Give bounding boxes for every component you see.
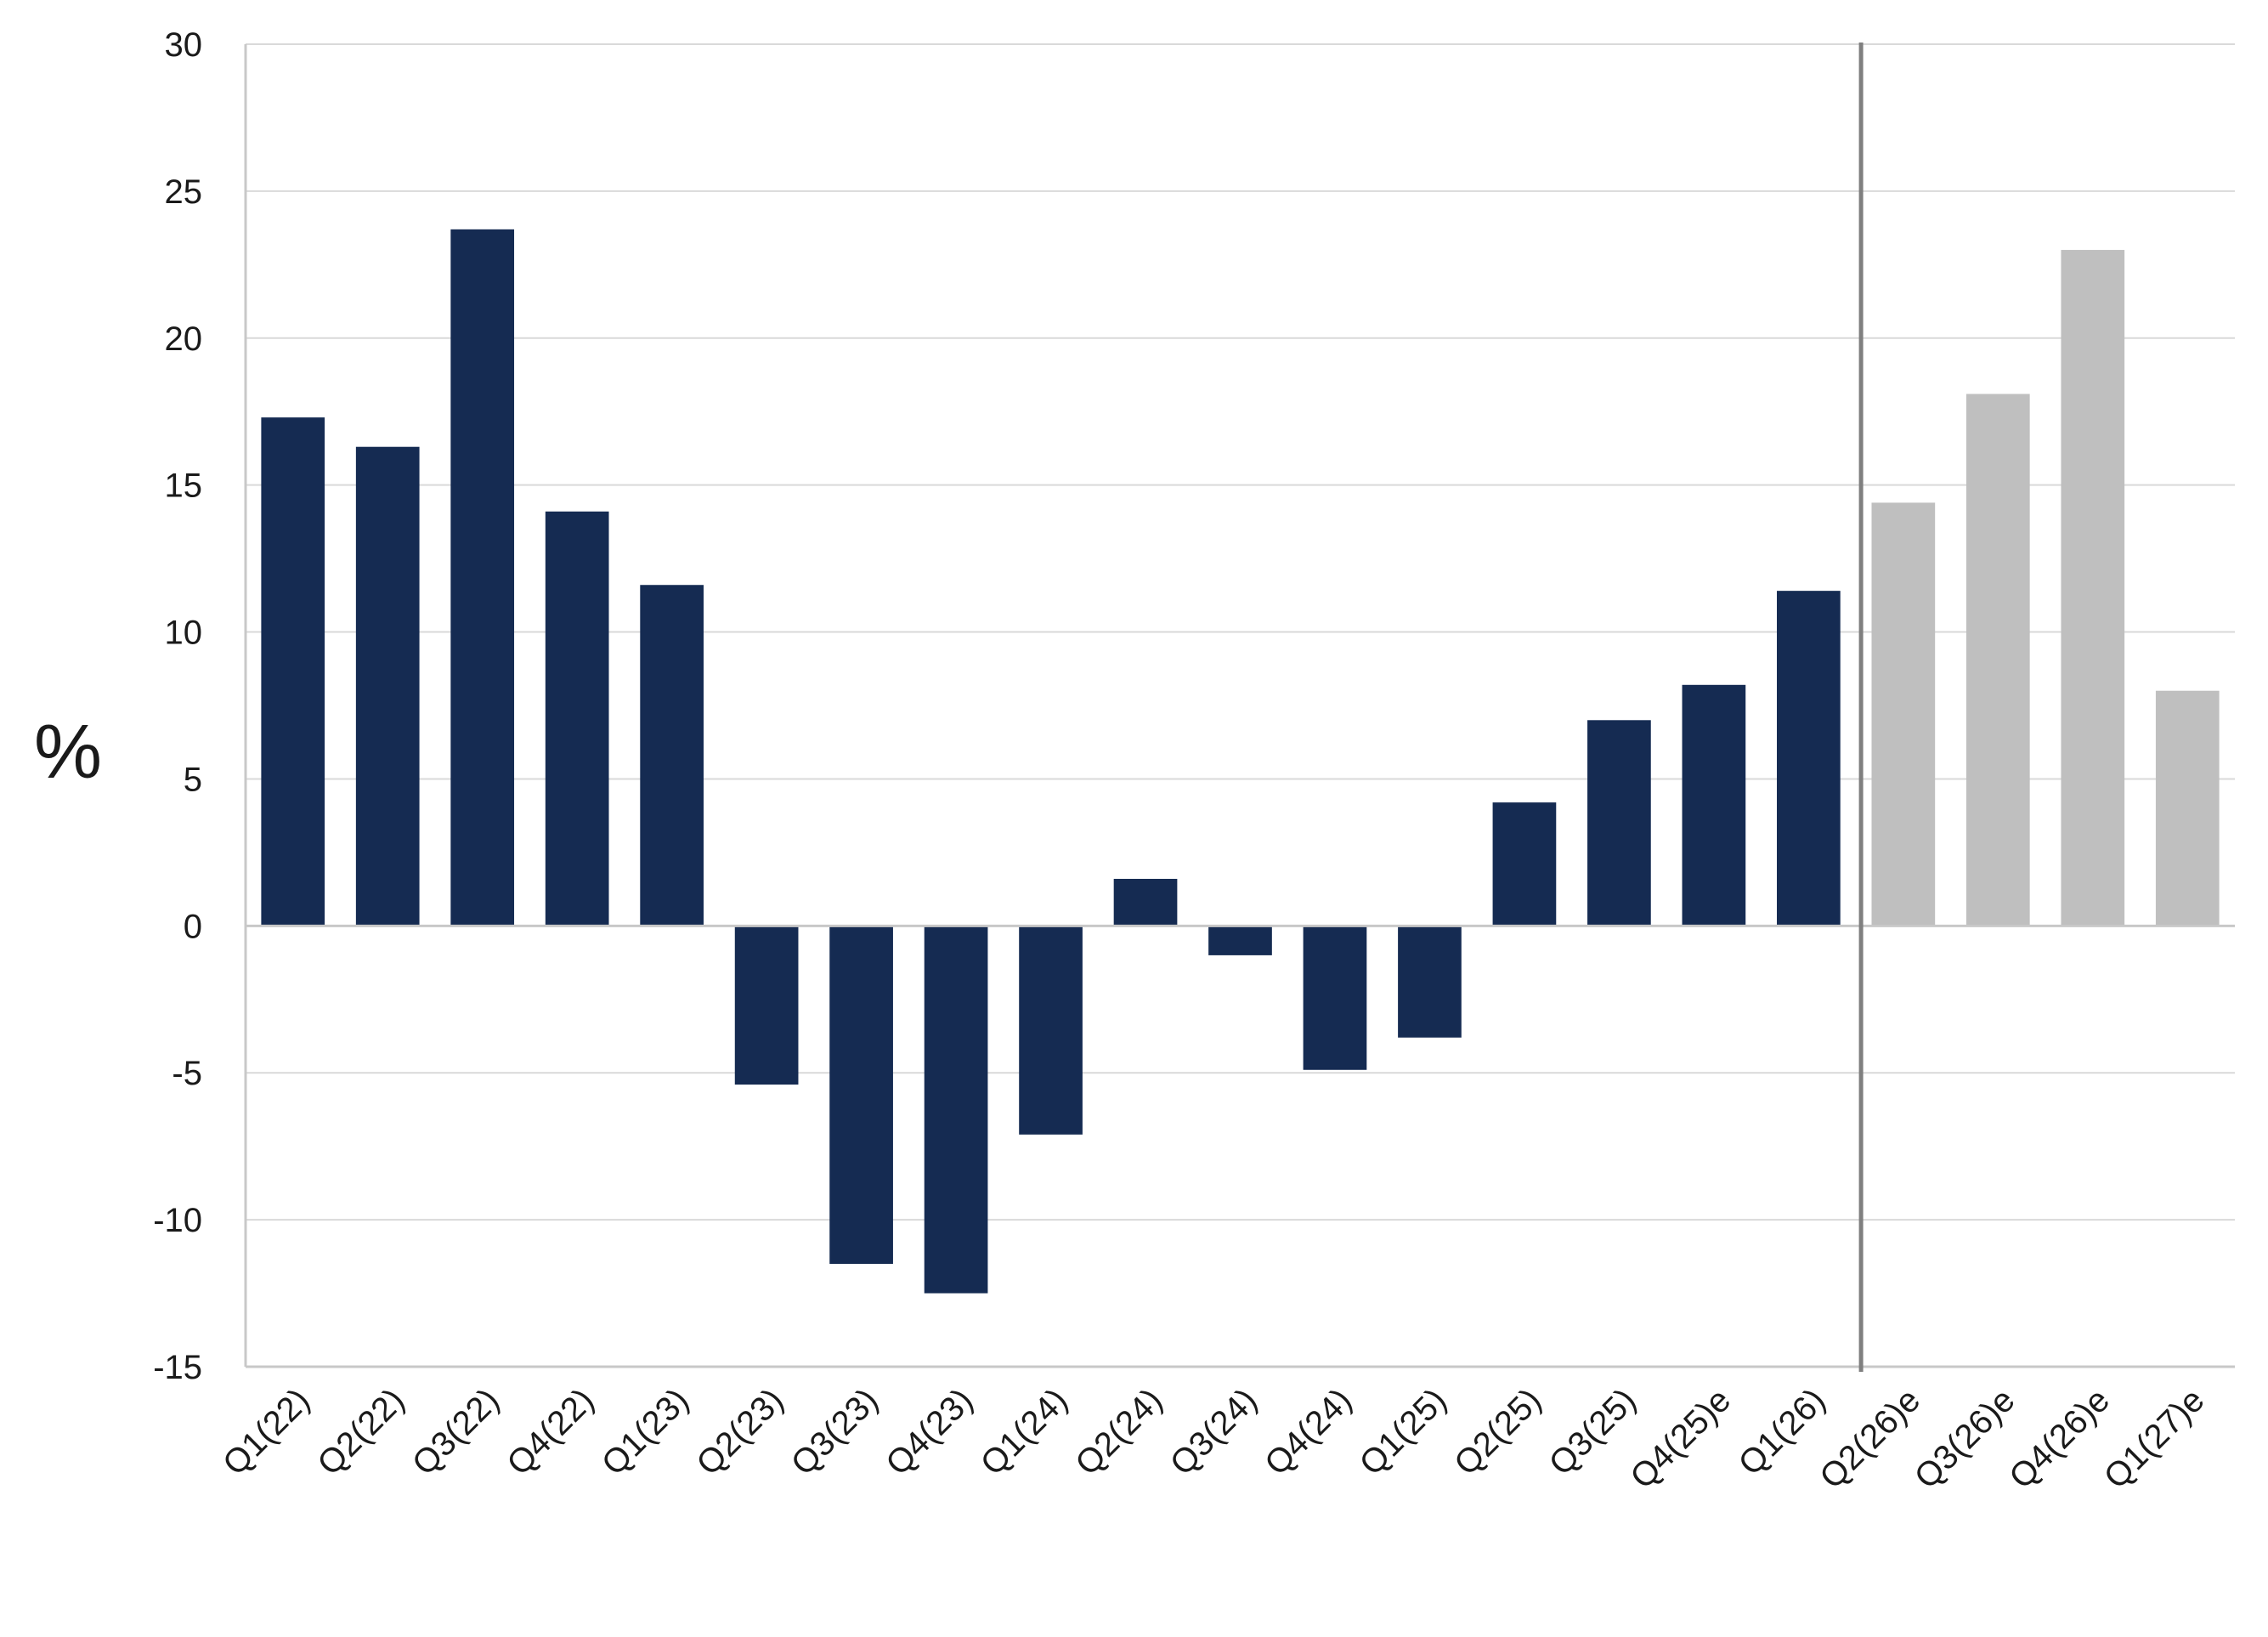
bar-q425e xyxy=(1682,684,1746,926)
bar-q424 xyxy=(1303,926,1367,1070)
axes xyxy=(244,42,2235,1372)
bar-q322 xyxy=(450,229,515,926)
y-tick-label: -5 xyxy=(172,1055,202,1092)
x-tick-label: Q1(24) xyxy=(974,1381,1075,1482)
bar-q324 xyxy=(1208,926,1272,955)
bar-q126 xyxy=(1777,591,1841,926)
bar-q225 xyxy=(1492,802,1557,926)
bars xyxy=(261,229,2220,1294)
bar-q326e xyxy=(1965,394,2030,926)
x-tick-labels: Q1(22)Q2(22)Q3(22)Q4(22)Q1(23)Q2(23)Q3(2… xyxy=(216,1381,2212,1496)
bar-q224 xyxy=(1113,879,1178,926)
gridlines xyxy=(246,43,2235,1221)
y-tick-label: 25 xyxy=(165,173,203,211)
bar-q124 xyxy=(1019,926,1083,1135)
x-tick-label: Q4(22) xyxy=(500,1381,601,1482)
bar-q426e xyxy=(2061,250,2125,926)
x-tick-label: Q4(23) xyxy=(879,1381,980,1482)
bar-q323 xyxy=(829,926,893,1264)
x-tick-label: Q2(23) xyxy=(689,1381,790,1482)
bar-q127e xyxy=(2155,690,2220,926)
y-tick-label: 15 xyxy=(165,467,203,505)
bar-q226e xyxy=(1871,502,1936,926)
y-axis-label: % xyxy=(34,710,102,795)
y-tick-label: -10 xyxy=(153,1202,202,1239)
x-tick-label: Q2(25) xyxy=(1447,1381,1548,1482)
y-tick-labels: 30 25 20 15 10 5 0 -5 -10 -15 xyxy=(153,26,202,1386)
y-tick-label: 30 xyxy=(165,26,203,64)
y-tick-label: 10 xyxy=(165,615,203,652)
bar-q125 xyxy=(1398,926,1462,1038)
x-tick-label: Q4(24) xyxy=(1258,1381,1359,1482)
x-tick-label: Q1(27)e xyxy=(2097,1381,2212,1496)
y-tick-label: -15 xyxy=(153,1349,202,1386)
bar-q122 xyxy=(261,417,325,926)
y-tick-label: 20 xyxy=(165,320,203,358)
x-tick-label: Q1(25) xyxy=(1353,1381,1454,1482)
x-tick-label: Q2(24) xyxy=(1068,1381,1169,1482)
x-tick-label: Q2(26)e xyxy=(1813,1381,1927,1496)
x-tick-label: Q3(26)e xyxy=(1908,1381,2022,1496)
x-tick-label: Q1(23) xyxy=(595,1381,696,1482)
bar-q422 xyxy=(545,511,609,926)
y-tick-label: 5 xyxy=(184,761,202,798)
x-tick-label: Q4(26)e xyxy=(2002,1381,2117,1496)
y-tick-label: 0 xyxy=(184,908,202,945)
bar-q222 xyxy=(355,446,420,926)
bar-q325 xyxy=(1587,720,1651,926)
x-tick-label: Q3(23) xyxy=(784,1381,885,1482)
bar-q123 xyxy=(640,585,704,926)
x-tick-label: Q3(24) xyxy=(1163,1381,1264,1482)
x-tick-label: Q1(22) xyxy=(216,1381,317,1482)
bar-q223 xyxy=(734,926,799,1085)
x-tick-label: Q3(22) xyxy=(405,1381,506,1482)
x-tick-label: Q4(25)e xyxy=(1623,1381,1738,1496)
x-tick-label: Q2(22) xyxy=(310,1381,411,1482)
bar-q423 xyxy=(924,926,988,1294)
